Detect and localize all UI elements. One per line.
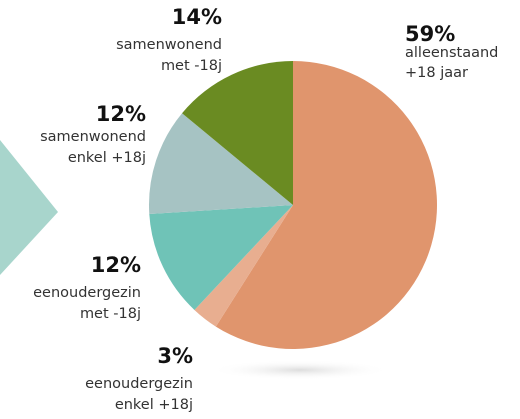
slice-label: samenwonend (40, 129, 146, 145)
slice-percent: 12% (96, 102, 146, 126)
slice-percent: 59% (405, 22, 455, 46)
slice-label: met -18j (161, 58, 222, 74)
slice-label: enkel +18j (115, 397, 193, 413)
slice-label: samenwonend (116, 37, 222, 53)
slice-label: met -18j (80, 306, 141, 322)
slice-label: alleenstaand (405, 45, 498, 61)
pie-slice (149, 205, 293, 310)
slice-label: eenoudergezin (33, 285, 141, 301)
slice-percent: 14% (172, 5, 222, 29)
slice-label: eenoudergezin (85, 376, 193, 392)
pie-slice (194, 205, 293, 327)
decor-arrow (0, 140, 58, 275)
slice-percent: 3% (157, 344, 193, 368)
shadow (210, 360, 390, 380)
slice-label: +18 jaar (405, 65, 468, 81)
pie-slice (182, 61, 293, 205)
pie-slice (149, 113, 293, 215)
pie-slice (215, 61, 437, 349)
slice-label: enkel +18j (68, 150, 146, 166)
slice-percent: 12% (91, 253, 141, 277)
